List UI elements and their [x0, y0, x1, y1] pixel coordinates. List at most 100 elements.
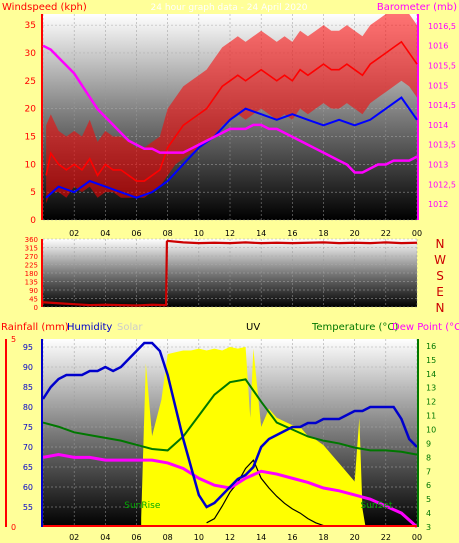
barometer-tick-label: 1013,5 — [428, 141, 456, 150]
barometer-tick-label: 1012 — [428, 200, 448, 209]
windspeed-axis-title: Windspeed (kph) — [2, 2, 87, 13]
top-x-tick-labels: 02 04 06 08 10 12 14 16 18 20 22 00 — [69, 229, 422, 238]
temperature-tick-label: 8 — [426, 453, 431, 462]
direction-tick-label: 90 — [29, 287, 38, 295]
barometer-axis-title: Barometer (mb) — [377, 2, 457, 13]
windspeed-range-band — [46, 14, 417, 204]
bottom-x-tick-label: 12 — [225, 533, 235, 542]
windspeed-tick-label: 0 — [30, 216, 36, 226]
dewpoint-axis-title: Dew Point (°C) — [392, 322, 459, 333]
bottom-x-tick-label: 08 — [163, 533, 173, 542]
direction-tick-label: 135 — [25, 279, 38, 287]
rain-humidity-temperature-chart: Rainfall (mm) Humidity Solar UV Temperat… — [1, 322, 459, 542]
compass-label: E — [436, 285, 444, 299]
sunrise-label: SunRise — [124, 501, 161, 511]
compass-label: S — [436, 269, 444, 283]
top-x-tick-label: 06 — [131, 229, 141, 238]
bottom-x-tick-label: 00 — [412, 533, 422, 542]
bottom-x-tick-label: 20 — [350, 533, 360, 542]
barometer-tick-label: 1015,5 — [428, 62, 456, 71]
rainfall-tick-label: 5 — [11, 335, 16, 344]
top-x-tick-label: 20 — [350, 229, 360, 238]
chart-title: 24 hour graph data - 24 April 2020 — [151, 3, 308, 13]
top-x-tick-label: 04 — [100, 229, 110, 238]
temperature-tick-label: 9 — [426, 439, 431, 448]
temperature-series-line — [42, 378, 418, 456]
uv-legend-label: UV — [246, 322, 260, 333]
top-x-tick-label: 00 — [412, 229, 422, 238]
barometer-tick-labels: 1012 1012,5 1013 1013,5 1014 1014,5 1015 1015,5… — [428, 22, 456, 209]
solar-legend-label: Solar — [117, 322, 143, 333]
windspeed-tick-label: 25 — [25, 77, 36, 87]
barometer-tick-label: 1016,5 — [428, 22, 456, 31]
sunset-label: SunSet — [360, 501, 392, 511]
humidity-tick-label: 90 — [23, 363, 33, 372]
direction-tick-label: 315 — [25, 245, 38, 253]
temperature-tick-label: 12 — [426, 398, 436, 407]
direction-tick-label: 225 — [25, 262, 38, 270]
compass-label: W — [434, 253, 446, 267]
temperature-tick-label: 13 — [426, 384, 436, 393]
humidity-axis-title: Humidity — [67, 322, 112, 333]
rainfall-tick-labels: 05 — [11, 335, 16, 532]
wind-barometer-chart: Windspeed (kph) 24 hour graph data - 24 … — [2, 2, 457, 238]
top-x-tick-label: 14 — [256, 229, 266, 238]
barometer-tick-label: 1013 — [428, 161, 448, 170]
windspeed-tick-label: 5 — [30, 188, 36, 198]
top-x-tick-label: 12 — [225, 229, 235, 238]
bottom-x-tick-label: 10 — [194, 533, 204, 542]
bottom-x-tick-label: 14 — [256, 533, 266, 542]
top-x-tick-label: 08 — [163, 229, 173, 238]
barometer-tick-label: 1016 — [428, 42, 448, 51]
bottom-x-tick-label: 06 — [131, 533, 141, 542]
temperature-tick-label: 4 — [426, 509, 431, 518]
uv-series-line — [206, 459, 324, 527]
barometer-series-line — [42, 44, 418, 174]
temperature-tick-label: 3 — [426, 523, 431, 532]
barometer-tick-label: 1014 — [428, 121, 448, 130]
gust-series-line — [45, 96, 418, 199]
humidity-tick-label: 85 — [23, 383, 33, 392]
temperature-tick-label: 14 — [426, 370, 436, 379]
top-x-tick-label: 18 — [318, 229, 328, 238]
windspeed-tick-labels: 0 5 10 15 20 25 30 35 — [25, 21, 37, 226]
temperature-tick-label: 5 — [426, 495, 431, 504]
temperature-tick-label: 6 — [426, 481, 431, 490]
direction-tick-label: 270 — [25, 253, 38, 261]
humidity-tick-labels: 55 60 65 70 75 80 85 90 95 — [23, 343, 33, 512]
windspeed-tick-label: 15 — [25, 132, 36, 142]
temperature-tick-label: 7 — [426, 467, 431, 476]
direction-tick-label: 0 — [34, 304, 38, 312]
rainfall-axis-title: Rainfall (mm) — [1, 322, 69, 333]
humidity-tick-label: 65 — [23, 463, 33, 472]
temperature-tick-label: 15 — [426, 356, 436, 365]
humidity-tick-label: 95 — [23, 343, 33, 352]
direction-series-line — [42, 239, 418, 307]
top-x-tick-label: 02 — [69, 229, 79, 238]
windspeed-tick-label: 35 — [25, 21, 36, 31]
humidity-tick-label: 75 — [23, 423, 33, 432]
temperature-tick-label: 16 — [426, 342, 436, 351]
bottom-x-tick-label: 04 — [100, 533, 110, 542]
direction-tick-label: 45 — [29, 296, 38, 304]
direction-tick-label: 180 — [25, 270, 38, 278]
direction-series-group — [42, 239, 418, 307]
temperature-tick-label: 10 — [426, 426, 436, 435]
barometer-tick-label: 1015 — [428, 81, 448, 90]
windspeed-tick-label: 30 — [25, 49, 37, 59]
compass-label: N — [436, 237, 445, 251]
humidity-tick-label: 70 — [23, 443, 33, 452]
bottom-x-tick-label: 22 — [381, 533, 391, 542]
barometer-tick-label: 1012,5 — [428, 180, 456, 189]
bottom-x-tick-label: 16 — [287, 533, 297, 542]
humidity-tick-label: 80 — [23, 403, 33, 412]
windspeed-tick-label: 20 — [25, 105, 37, 115]
bottom-x-tick-labels: 02 04 06 08 10 12 14 16 18 20 22 00 — [69, 533, 422, 542]
temperature-axis-title: Temperature (°C) — [311, 322, 398, 333]
top-x-tick-label: 22 — [381, 229, 391, 238]
top-series-group — [42, 14, 418, 204]
bottom-series-group — [41, 341, 418, 529]
